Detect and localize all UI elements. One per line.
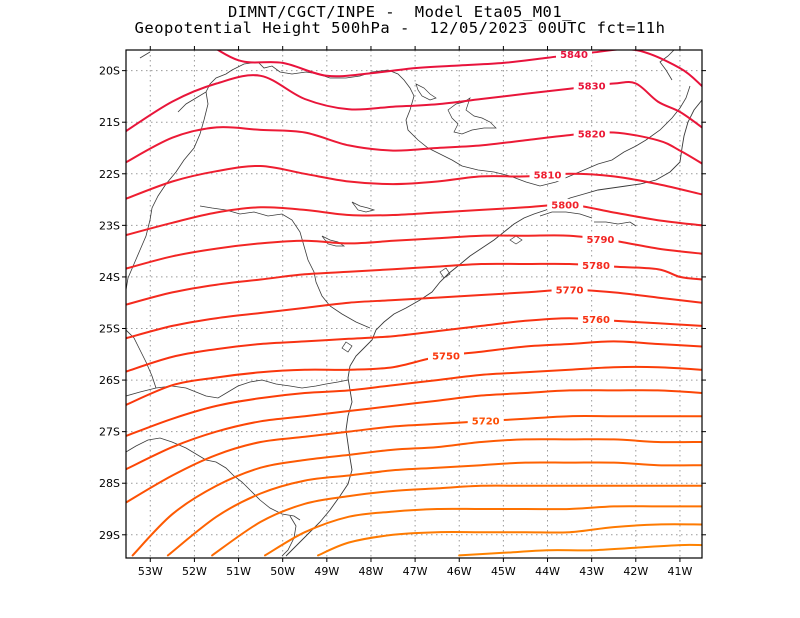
contour-5730 [126,389,702,471]
contour-5810 [126,164,702,200]
x-tick-label: 51W [226,565,251,578]
contour-5770 [126,288,702,340]
x-tick-label: 46W [447,565,472,578]
contour-5740 [126,365,702,438]
contour-label-5770: 5770 [556,285,584,296]
contour-label-bg [578,259,615,272]
x-tick-label: 52W [182,565,207,578]
reservoir-sp [321,201,376,247]
coastline-islands [341,235,523,353]
contour-label-5760: 5760 [582,315,610,326]
contour-label-bg [529,169,566,182]
reservoir-tres-marias [415,83,437,101]
contour-5670 [317,523,702,557]
x-tick-label: 42W [623,565,648,578]
x-tick-label: 47W [403,565,428,578]
state-border-es [645,50,691,141]
contour-label-bg [573,80,610,93]
y-tick-label: 25S [99,322,120,335]
x-tick-label: 45W [491,565,516,578]
contour-5680 [264,505,702,557]
contour-5800 [126,203,702,237]
y-tick-label: 20S [99,65,120,78]
y-tick-label: 21S [99,116,120,129]
contour-5690 [211,484,702,557]
x-tick-label: 48W [359,565,384,578]
contour-label-5820: 5820 [578,129,606,140]
contour-label-5750: 5750 [432,351,460,362]
coastline-rj-detail [539,211,637,227]
contour-label-bg [428,349,464,362]
contour-label-5720: 5720 [472,417,500,428]
longitude-axis: 53W 52W 51W 50W 49W 48W 47W 46W 45W 44W 43W 42W 41W [138,46,692,578]
state-border-ms-sp [149,91,209,221]
contour-label-5830: 5830 [578,82,606,93]
plot-frame [125,49,703,559]
map-title: DIMNT/CGCT/INPE - Model Eta05_M01_ Geopo… [0,4,800,36]
y-tick-label: 26S [99,374,120,387]
contour-5830 [126,74,702,133]
contour-label-5810: 5810 [534,171,562,182]
contour-5820 [126,126,702,165]
contour-5750 [126,340,702,407]
contour-label-bg [573,127,610,140]
y-tick-label: 24S [99,271,120,284]
title-line-1: DIMNT/CGCT/INPE - Model Eta05_M01_ [227,3,573,21]
contour-5700 [166,461,702,557]
contour-5710 [131,438,702,557]
lagoon-patos [281,515,297,557]
y-tick-label: 27S [99,426,120,439]
x-tick-label: 43W [579,565,604,578]
contour-label-5780: 5780 [582,261,610,272]
contour-label-bg [582,233,619,246]
contour-5760 [126,317,702,373]
x-tick-label: 50W [270,565,295,578]
contour-label-bg [547,198,584,211]
title-line-2: Geopotential Height 500hPa - 12/05/2023 … [134,19,666,37]
contour-5660 [458,543,702,557]
reservoir-furnas [447,97,497,135]
contour-label-5800: 5800 [551,200,579,211]
latitude-axis: 20S 21S 22S 23S 24S 25S 26S 27S 28S 29S [99,65,706,542]
contour-labels: 5840 5830 5820 5810 5800 5790 5780 5770 5760 5750… [428,50,619,428]
x-tick-label: 49W [314,565,339,578]
contour-label-bg [556,50,592,61]
lat-lon-grid [126,50,702,558]
y-tick-label: 23S [99,219,120,232]
x-tick-label: 41W [667,565,692,578]
y-tick-label: 22S [99,168,120,181]
contour-5720 [126,414,702,504]
contour-label-5790: 5790 [587,235,615,246]
contour-label-bg [578,313,615,326]
coastline-and-borders [126,50,702,557]
state-border-sp-pr [199,205,371,329]
y-tick-label: 28S [99,477,120,490]
contour-label-5840: 5840 [560,50,588,61]
contour-lines [126,50,702,557]
y-tick-label: 29S [99,529,120,542]
contour-5780 [126,262,702,306]
contour-5840 [216,50,702,88]
x-tick-label: 44W [535,565,560,578]
state-border-ms-go [139,51,233,113]
x-tick-label: 53W [138,565,163,578]
contour-label-bg [551,283,588,296]
state-border-mg-sp [231,61,463,167]
state-border-sc-rs [126,437,301,521]
contour-label-bg [467,415,504,428]
coastline-rj-es [285,99,702,557]
